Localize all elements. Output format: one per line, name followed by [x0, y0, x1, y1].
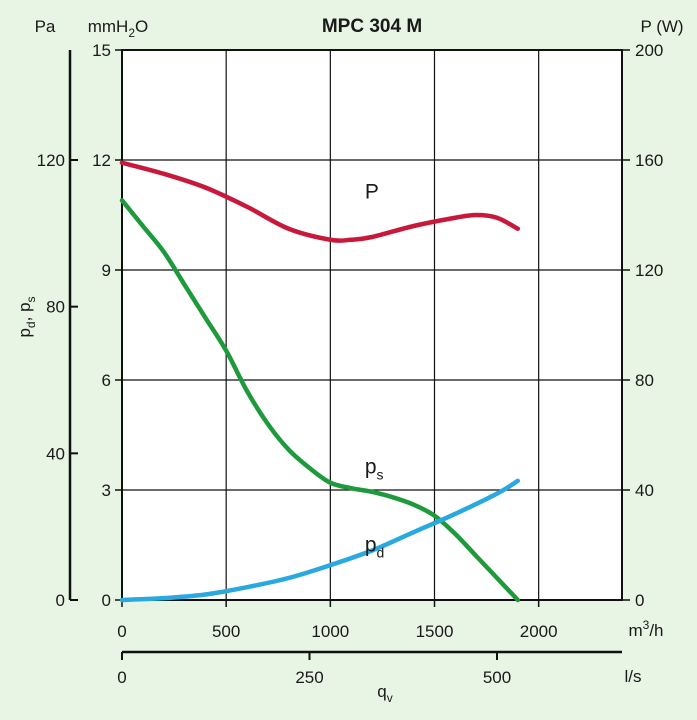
left-inner-tick-label: 3	[102, 481, 111, 500]
right-tick-label: 120	[635, 261, 663, 280]
left-outer-tick-label: 120	[37, 151, 65, 170]
series-label-ps: ps	[365, 455, 384, 482]
x-tick-label: 1000	[311, 622, 349, 641]
x-secondary-tick-label: 250	[295, 668, 323, 687]
curves	[119, 160, 521, 603]
series-label-pd: pd	[365, 533, 384, 560]
x-axis-title: qv	[377, 682, 392, 705]
right-tick-label: 160	[635, 151, 663, 170]
left-outer-axis-title: pd, ps	[15, 296, 38, 337]
right-tick-label: 80	[635, 371, 654, 390]
grid	[121, 49, 623, 601]
axes	[68, 50, 622, 654]
chart-title: MPC 304 M	[322, 16, 422, 37]
plot-area	[122, 50, 622, 600]
left-inner-tick-label: 15	[92, 41, 111, 60]
x-secondary-axis-unit: l/s	[625, 667, 642, 686]
right-tick-label: 200	[635, 41, 663, 60]
series-line-pd	[119, 478, 521, 603]
x-tick-label: 0	[117, 622, 126, 641]
left-inner-axis-unit: mmH2O	[88, 17, 149, 40]
series-line-ps	[119, 198, 521, 603]
series-label-P: P	[365, 181, 379, 204]
right-tick-label: 0	[635, 591, 644, 610]
left-outer-axis-unit: Pa	[35, 17, 56, 36]
left-inner-tick-label: 9	[102, 261, 111, 280]
left-outer-tick-label: 0	[56, 591, 65, 610]
x-secondary-tick-label: 500	[483, 668, 511, 687]
left-inner-tick-label: 12	[92, 151, 111, 170]
left-inner-tick-label: 0	[102, 591, 111, 610]
x-tick-label: 2000	[520, 622, 558, 641]
x-tick-label: 1500	[416, 622, 454, 641]
x-tick-label: 500	[212, 622, 240, 641]
series-line-P	[119, 160, 521, 243]
curve-labels: Pps pd	[365, 181, 384, 561]
right-tick-label: 40	[635, 481, 654, 500]
x-axis-unit: m3/h	[628, 618, 663, 640]
left-outer-tick-label: 80	[46, 298, 65, 317]
plot-frame	[121, 49, 623, 601]
left-outer-tick-label: 40	[46, 444, 65, 463]
left-inner-tick-label: 6	[102, 371, 111, 390]
right-axis-unit: P (W)	[640, 17, 683, 36]
x-secondary-tick-label: 0	[117, 668, 126, 687]
